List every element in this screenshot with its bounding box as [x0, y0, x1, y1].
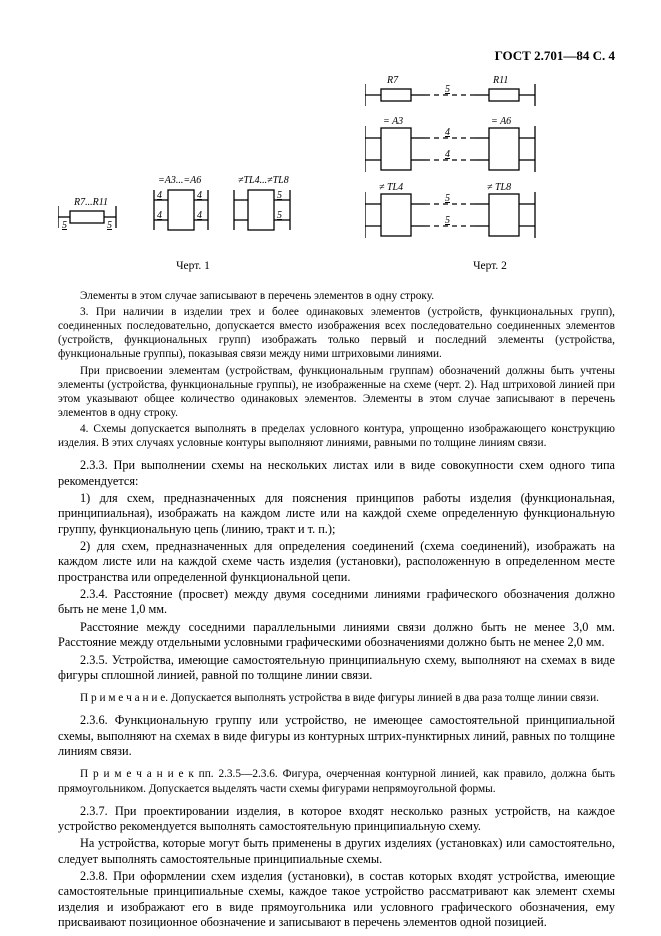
- five-a: 5: [62, 220, 67, 231]
- figures-row: R7...R11 5 5 =A3...=A6 4: [58, 74, 615, 254]
- para-233-1: 1) для схем, предназначенных для пояснен…: [58, 491, 615, 537]
- figure-1-svg: R7...R11 5 5 =A3...=A6 4: [58, 110, 328, 250]
- five-top: 5: [445, 84, 450, 95]
- para-233: 2.3.3. При выполнении схемы на нескольки…: [58, 458, 615, 489]
- tl-block-label: ≠TL4...≠TL8: [238, 175, 289, 186]
- para-236: 2.3.6. Функциональную группу или устройс…: [58, 713, 615, 759]
- four-2: 4: [157, 210, 162, 221]
- four-mid1: 4: [445, 127, 450, 138]
- para-234: 2.3.4. Расстояние (просвет) между двумя …: [58, 587, 615, 618]
- para-237: 2.3.7. При проектировании изделия, в кот…: [58, 804, 615, 835]
- five-bot2: 5: [445, 215, 450, 226]
- para-235: 2.3.5. Устройства, имеющие самостоятельн…: [58, 653, 615, 684]
- figure-1: R7...R11 5 5 =A3...=A6 4: [58, 110, 328, 254]
- fig2-caption: Черт. 2: [365, 259, 615, 273]
- five-bot1: 5: [445, 193, 450, 204]
- para-235-note: П р и м е ч а н и е. Допускается выполня…: [58, 691, 615, 705]
- para-s3: При присвоении элементам (устройствам, ф…: [58, 364, 615, 420]
- para-233-2: 2) для схем, предназначенных для определ…: [58, 539, 615, 585]
- five-b: 5: [107, 220, 112, 231]
- four-1: 4: [157, 190, 162, 201]
- a3-label: = A3: [383, 116, 403, 127]
- tl4-label: ≠ TL4: [379, 182, 403, 193]
- figure-2-svg: R7 5 R11: [365, 74, 615, 250]
- para-s4: 4. Схемы допускается выполнять в предела…: [58, 422, 615, 450]
- a6-label: = A6: [491, 116, 511, 127]
- para-238: 2.3.8. При оформлении схем изделия (уста…: [58, 869, 615, 930]
- r11-label: R11: [492, 75, 508, 86]
- para-237-2: На устройства, которые могут быть примен…: [58, 836, 615, 867]
- para-s2: 3. При наличии в изделии трех и более од…: [58, 305, 615, 361]
- four-mid2: 4: [445, 149, 450, 160]
- four-4: 4: [197, 210, 202, 221]
- four-3: 4: [197, 190, 202, 201]
- tl8-label: ≠ TL8: [487, 182, 511, 193]
- a-block-label: =A3...=A6: [158, 175, 201, 186]
- para-234-2: Расстояние между соседними параллельными…: [58, 620, 615, 651]
- five-c2: 5: [277, 210, 282, 221]
- page-header: ГОСТ 2.701—84 С. 4: [58, 48, 615, 64]
- para-s1: Элементы в этом случае записывают в пере…: [58, 289, 615, 303]
- captions-row: Черт. 1 Черт. 2: [58, 259, 615, 273]
- r7-label: R7: [386, 75, 399, 86]
- figure-2: R7 5 R11: [365, 74, 615, 254]
- fig1-caption: Черт. 1: [58, 259, 328, 273]
- r-group-label: R7...R11: [73, 197, 108, 208]
- para-236-note: П р и м е ч а н и е к пп. 2.3.5—2.3.6. Ф…: [58, 767, 615, 795]
- five-c1: 5: [277, 190, 282, 201]
- page: ГОСТ 2.701—84 С. 4 R7...R11 5 5: [0, 0, 661, 936]
